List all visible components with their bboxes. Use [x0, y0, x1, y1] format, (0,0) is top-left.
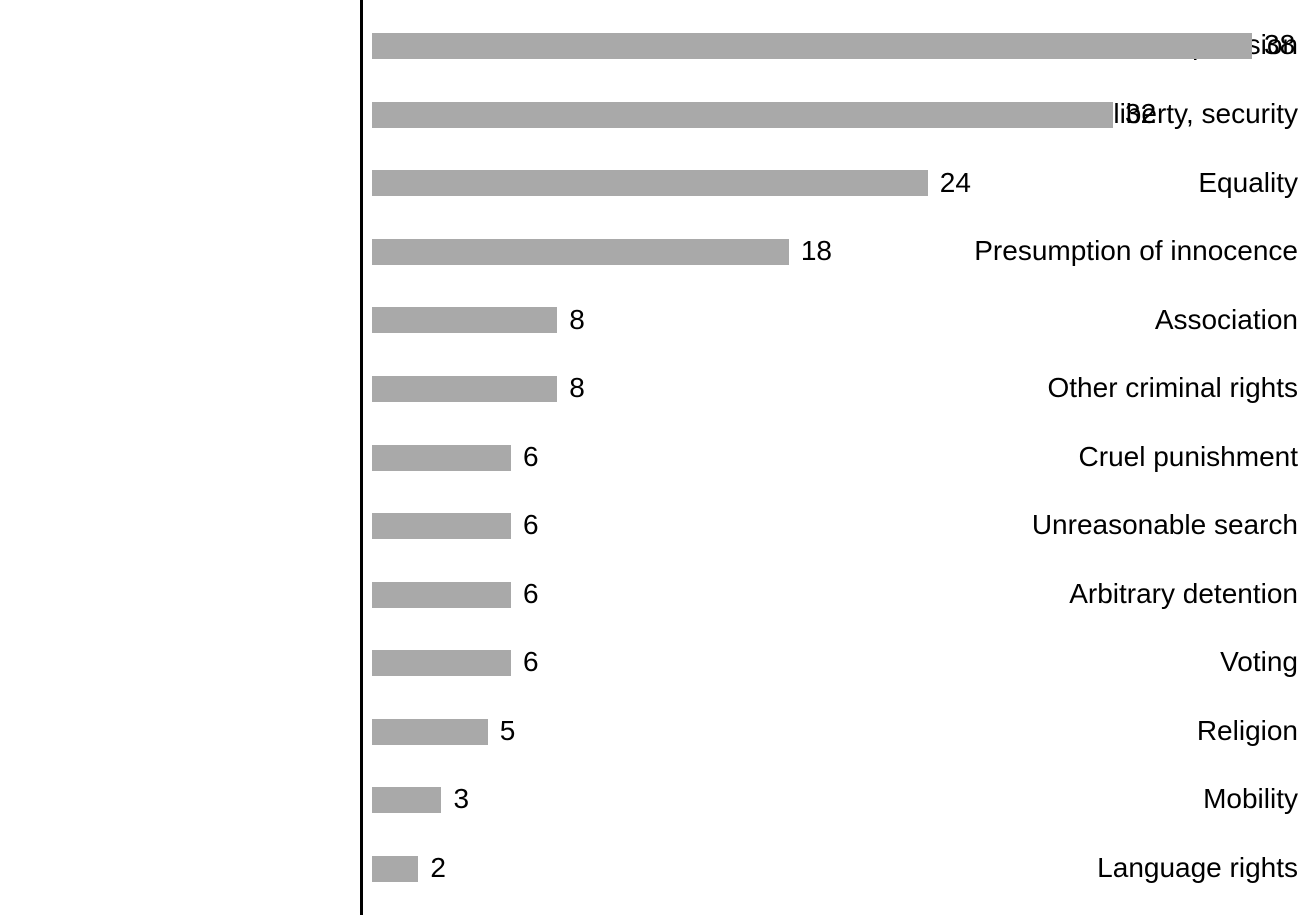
- category-label: Other criminal rights: [956, 372, 1298, 404]
- bar: [372, 719, 488, 745]
- value-label: 6: [523, 441, 539, 473]
- category-label: Unreasonable search: [956, 509, 1298, 541]
- bar: [372, 445, 511, 471]
- chart-row: Language rights 2: [0, 834, 1298, 903]
- category-label: Arbitrary detention: [956, 578, 1298, 610]
- chart-row: Voting 6: [0, 629, 1298, 698]
- category-label: Voting: [956, 646, 1298, 678]
- category-label: Religion: [956, 715, 1298, 747]
- category-label: Language rights: [956, 852, 1298, 884]
- value-label: 18: [801, 235, 832, 267]
- bar: [372, 33, 1252, 59]
- value-label: 6: [523, 509, 539, 541]
- value-label: 5: [500, 715, 516, 747]
- bar: [372, 582, 511, 608]
- bar: [372, 376, 557, 402]
- value-label: 8: [569, 304, 585, 336]
- chart-row: Arbitrary detention 6: [0, 560, 1298, 629]
- bar: [372, 239, 789, 265]
- bar: [372, 787, 441, 813]
- value-label: 3: [453, 783, 469, 815]
- value-label: 8: [569, 372, 585, 404]
- chart-row: Life, liberty, security32: [0, 81, 1298, 150]
- chart-row: Other criminal rights 8: [0, 355, 1298, 424]
- category-label: Presumption of innocence: [956, 235, 1298, 267]
- value-label: 2: [430, 852, 446, 884]
- category-label: Association: [956, 304, 1298, 336]
- value-label: 6: [523, 646, 539, 678]
- bar: [372, 856, 418, 882]
- bar: [372, 513, 511, 539]
- chart-row: Expression38: [0, 12, 1298, 81]
- value-label: 24: [940, 167, 971, 199]
- bar: [372, 170, 928, 196]
- chart-row: Association 8: [0, 286, 1298, 355]
- value-label: 6: [523, 578, 539, 610]
- chart-row: Mobility 3: [0, 766, 1298, 835]
- category-label: Mobility: [956, 783, 1298, 815]
- bar: [372, 307, 557, 333]
- category-label: Cruel punishment: [956, 441, 1298, 473]
- horizontal-bar-chart: Expression38Life, liberty, security32Equ…: [0, 0, 1298, 915]
- value-label: 32: [1125, 98, 1156, 130]
- category-label: Equality: [956, 167, 1298, 199]
- value-label: 38: [1264, 29, 1295, 61]
- bar: [372, 102, 1113, 128]
- chart-row: Unreasonable search 6: [0, 492, 1298, 561]
- chart-row: Cruel punishment 6: [0, 423, 1298, 492]
- chart-row: Religion 5: [0, 697, 1298, 766]
- chart-row: Presumption of innocence 18: [0, 218, 1298, 287]
- chart-row: Equality24: [0, 149, 1298, 218]
- bar: [372, 650, 511, 676]
